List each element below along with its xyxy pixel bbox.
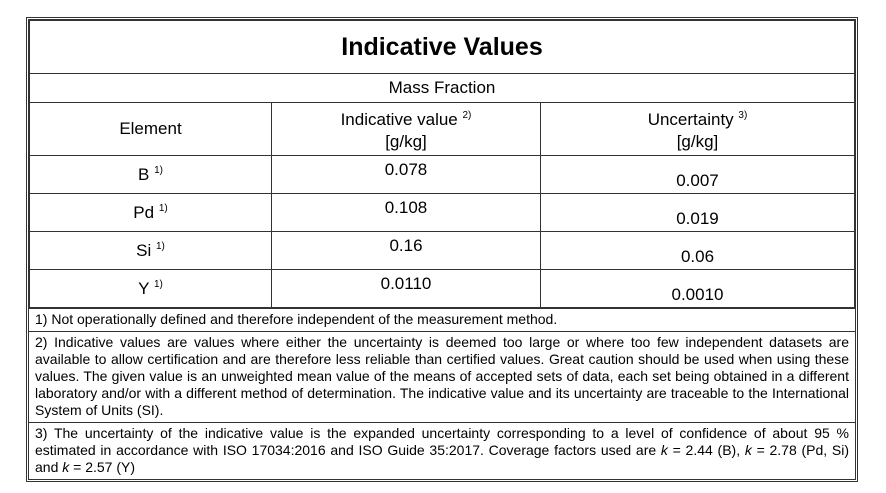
value-cell: 0.0110 (271, 269, 541, 308)
header-text: Element (119, 119, 182, 138)
italic-symbol: k (62, 459, 70, 475)
element: Y (138, 278, 150, 298)
data-row: Y 1) 0.0110 0.0010 (29, 269, 855, 308)
header-cell: Uncertainty 3) [g/kg] (540, 102, 855, 156)
uncertainty-cell: 0.0010 (540, 269, 855, 308)
data-row: Si 1) 0.16 0.06 (29, 231, 855, 270)
footnote-ref: 1) (153, 278, 163, 290)
italic-symbol: k (744, 442, 752, 458)
header-text: Indicative value (340, 110, 458, 129)
header-text: Uncertainty (647, 110, 734, 129)
title: Indicative Values (29, 20, 855, 74)
footnote-text: = 2.44 (B), (667, 442, 745, 458)
header-row: Element Indicative value 2) [g/kg] Uncertai… (29, 102, 855, 156)
values-table: Indicative Values Mass Fraction Element I… (29, 20, 855, 308)
element-cell: Pd 1) (29, 193, 272, 232)
indicative-values-box: Indicative Values Mass Fraction Element I… (26, 17, 858, 482)
footnote-ref: 1) (155, 240, 165, 252)
value-cell: 0.108 (271, 193, 541, 232)
footnote-text: = 2.57 (Y) (69, 459, 136, 475)
header-unit: [g/kg] (385, 132, 427, 151)
data-row: B 1) 0.078 0.007 (29, 155, 855, 194)
element-cell: Si 1) (29, 231, 272, 270)
subtitle: Mass Fraction (29, 73, 855, 103)
data-row: Pd 1) 0.108 0.019 (29, 193, 855, 232)
table-body: Indicative Values Mass Fraction Element I… (29, 20, 855, 308)
element-cell: Y 1) (29, 269, 272, 308)
uncertainty-cell: 0.06 (540, 231, 855, 270)
header-cell: Element (29, 102, 272, 156)
value-cell: 0.078 (271, 155, 541, 194)
header-unit: [g/kg] (676, 132, 719, 151)
footnote: 3) The uncertainty of the indicative val… (29, 422, 855, 479)
footnote-ref: 1) (158, 202, 168, 214)
value-cell: 0.16 (271, 231, 541, 270)
element-cell: B 1) (29, 155, 272, 194)
element: Si (136, 240, 152, 260)
footnote: 1) Not operationally defined and therefo… (29, 308, 855, 331)
uncertainty-cell: 0.007 (540, 155, 855, 194)
footnote-ref: 1) (154, 164, 163, 176)
footnotes: 1) Not operationally defined and therefo… (29, 308, 855, 479)
footnote-text: 2) Indicative values are values where ei… (35, 334, 849, 418)
header-cell: Indicative value 2) [g/kg] (271, 102, 541, 156)
footnote-ref: 3) (738, 110, 748, 121)
footnote-text: = 2.78 (Pd, Si) and (35, 442, 849, 475)
footnote-text: 3) The uncertainty of the indicative val… (35, 425, 849, 458)
italic-symbol: k (660, 442, 668, 458)
element: Pd (133, 202, 155, 222)
uncertainty-cell: 0.019 (540, 193, 855, 232)
element: B (138, 164, 150, 184)
footnote-ref: 2) (462, 110, 472, 121)
footnote: 2) Indicative values are values where ei… (29, 331, 855, 422)
footnote-text: 1) Not operationally defined and therefo… (35, 311, 558, 327)
